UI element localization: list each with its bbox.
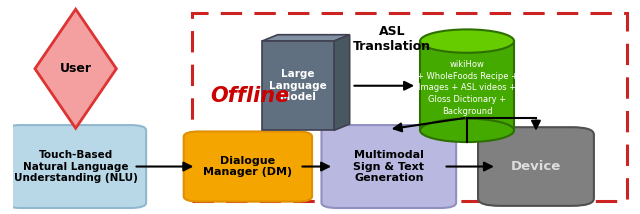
Polygon shape — [262, 35, 349, 41]
Polygon shape — [35, 9, 116, 128]
FancyBboxPatch shape — [321, 125, 456, 208]
Text: wikiHow
+ WholeFoods Recipe +
Images + ASL videos +
Gloss Dictionary +
Backgroun: wikiHow + WholeFoods Recipe + Images + A… — [417, 60, 518, 116]
Polygon shape — [334, 35, 349, 130]
Ellipse shape — [420, 29, 514, 53]
Text: Multimodal
Sign & Text
Generation: Multimodal Sign & Text Generation — [353, 150, 424, 183]
Text: Dialogue
Manager (DM): Dialogue Manager (DM) — [204, 156, 292, 177]
Text: Offline: Offline — [211, 86, 289, 106]
FancyBboxPatch shape — [5, 125, 146, 208]
Text: Touch-Based
Natural Language
Understanding (NLU): Touch-Based Natural Language Understandi… — [13, 150, 138, 183]
Polygon shape — [262, 41, 334, 130]
Text: Large
Language
Model: Large Language Model — [269, 69, 327, 102]
Text: ASL
Translation: ASL Translation — [353, 25, 431, 53]
Text: Device: Device — [511, 160, 561, 173]
Ellipse shape — [420, 119, 514, 142]
FancyBboxPatch shape — [478, 127, 594, 206]
Bar — [191, 13, 627, 201]
Text: User: User — [60, 62, 92, 75]
FancyBboxPatch shape — [184, 131, 312, 202]
Polygon shape — [420, 41, 514, 130]
